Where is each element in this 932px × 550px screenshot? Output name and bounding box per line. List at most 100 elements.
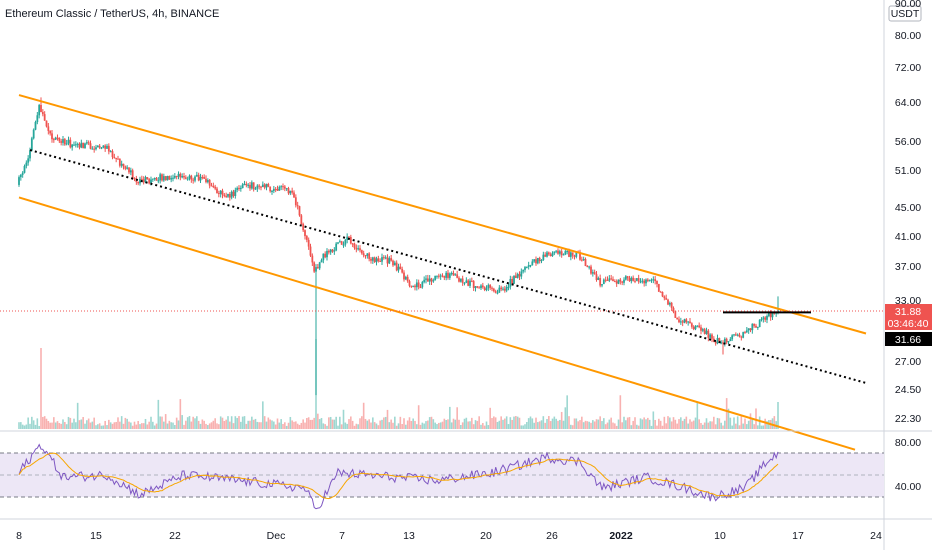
volume-bar (157, 399, 160, 429)
candle-body (280, 186, 283, 188)
volume-bar (390, 419, 392, 429)
candle-body (142, 179, 145, 183)
volume-bar (518, 417, 521, 429)
volume-bar (777, 402, 779, 429)
candle-body (269, 186, 272, 192)
candle-body (487, 285, 490, 289)
volume-bar (397, 423, 400, 429)
volume-bar (317, 413, 319, 429)
candle-body (725, 338, 728, 343)
volume-bar (335, 416, 337, 429)
candle-body (659, 291, 662, 293)
candle-body (747, 328, 750, 331)
volume-bar (751, 418, 754, 429)
volume-bar (42, 416, 44, 429)
y-tick: 45.00 (895, 202, 921, 214)
volume-bar (709, 421, 711, 429)
candle-body (692, 326, 695, 330)
y-tick: 56.00 (895, 136, 921, 148)
y-tick: 90.00 (895, 0, 921, 10)
candle-body (216, 188, 218, 194)
volume-bar (619, 395, 622, 429)
candle-body (289, 190, 292, 194)
volume-bar (700, 422, 702, 429)
volume-bar (597, 419, 600, 429)
candle-body (357, 248, 360, 250)
candle-body (104, 145, 107, 149)
volume-bar (100, 425, 103, 429)
volume-bar (153, 425, 156, 429)
candle-body (503, 288, 506, 291)
volume-bar (108, 419, 110, 429)
candle-body (164, 176, 167, 181)
volume-bar (137, 420, 139, 429)
candle-body (41, 111, 44, 115)
volume-bar (142, 423, 145, 429)
candle-body (392, 260, 394, 266)
volume-bar (571, 425, 574, 429)
volume-bar (146, 424, 149, 429)
candle-body (584, 259, 587, 266)
candle-body (318, 262, 321, 269)
volume-bar (573, 418, 576, 429)
volume-bar (395, 425, 398, 429)
volume-bar (155, 423, 158, 429)
candle-body (742, 332, 745, 338)
rsi-lines (18, 443, 779, 510)
candle-body (272, 188, 275, 191)
volume-bar (476, 420, 479, 429)
candle-body (175, 176, 178, 178)
candle-body (401, 269, 404, 273)
volume-bar (758, 416, 761, 429)
currency-label: USDT (891, 8, 920, 20)
candle-body (703, 329, 706, 334)
candle-body (362, 253, 365, 256)
candle-body (353, 243, 356, 248)
volume-bar (515, 416, 517, 429)
usdt-button[interactable]: USDT (888, 5, 922, 22)
candle-body (102, 145, 105, 148)
candle-body (162, 176, 165, 181)
volume-bar (113, 422, 116, 429)
volume-bar (698, 419, 700, 429)
volume-bar (406, 420, 409, 429)
volume-bar (60, 423, 62, 429)
volume-bar (243, 416, 246, 429)
candle-body (606, 279, 609, 281)
volume-bar (652, 411, 655, 429)
candle-body (87, 142, 90, 144)
candle-body (399, 266, 402, 270)
volume-bar (562, 420, 565, 429)
volume-bar (23, 425, 26, 429)
volume-bar (73, 418, 75, 429)
volume-bar (757, 425, 759, 429)
candle-body (390, 258, 393, 261)
candle-body (373, 257, 376, 262)
candle-body (463, 282, 466, 284)
candle-body (634, 280, 636, 282)
candle-body (355, 247, 358, 250)
candle-body (564, 251, 567, 255)
volume-bar (577, 421, 579, 429)
volume-bar (47, 420, 50, 429)
candle-body (458, 277, 460, 282)
volume-bar (630, 425, 633, 429)
candle-body (371, 257, 374, 261)
volume-bar (612, 422, 614, 429)
volume-bar (58, 423, 61, 429)
candle-body (377, 258, 380, 261)
volume-bar (131, 425, 134, 429)
candle-body (755, 325, 757, 328)
volume-bar (366, 420, 369, 429)
candle-body (106, 145, 108, 149)
volume-bar (744, 418, 746, 429)
volume-bar (669, 417, 671, 429)
volume-bar (412, 418, 414, 429)
volume-bar (586, 421, 589, 429)
candle-body (546, 252, 548, 257)
candle-body (412, 285, 415, 287)
candle-body (681, 321, 684, 323)
volume-bar (436, 424, 438, 429)
volume-bar (293, 421, 295, 429)
volume-bar (529, 416, 532, 429)
